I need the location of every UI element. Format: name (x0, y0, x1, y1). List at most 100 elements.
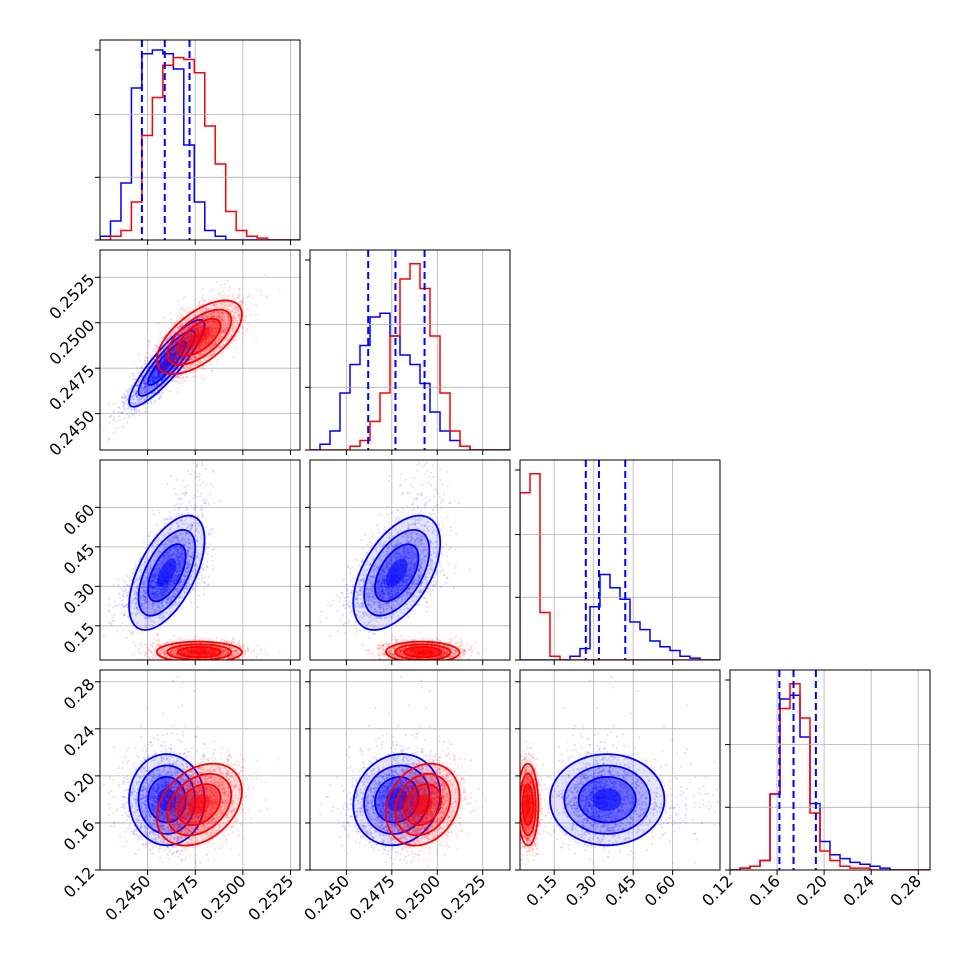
sample-point (205, 308, 208, 311)
sample-point (156, 388, 159, 391)
sample-point (131, 379, 134, 382)
sample-point (208, 298, 211, 301)
sample-point (181, 342, 184, 345)
sample-point (153, 376, 157, 379)
sample-point (188, 500, 191, 504)
sample-point (125, 636, 128, 639)
sample-point (170, 379, 174, 383)
sample-point (156, 376, 159, 379)
sample-point (182, 342, 185, 345)
sample-point (159, 333, 163, 336)
sample-point (166, 368, 169, 371)
sample-point (128, 375, 131, 378)
sample-point (187, 334, 191, 337)
sample-point (211, 326, 214, 329)
sample-point (144, 396, 148, 400)
sample-point (152, 347, 156, 350)
sample-point (203, 378, 206, 382)
sample-point (186, 507, 189, 510)
sample-point (108, 604, 111, 607)
y-tick-label: 0.2450 (45, 407, 98, 460)
sample-point (184, 327, 188, 330)
sample-point (125, 412, 129, 415)
sample-point (181, 346, 185, 349)
sample-point (215, 280, 218, 283)
sample-point (133, 408, 137, 411)
sample-point (149, 378, 152, 382)
sample-point (156, 322, 160, 325)
sample-point (188, 331, 191, 335)
sample-point (156, 374, 159, 377)
sample-point (160, 385, 163, 388)
sample-point (130, 402, 133, 405)
sample-point (166, 337, 169, 341)
sample-point (156, 378, 159, 381)
sample-point (148, 380, 152, 383)
sample-point (155, 367, 159, 370)
sample-point (203, 587, 206, 590)
sample-point (166, 518, 169, 521)
sample-point (189, 357, 192, 360)
sample-point (112, 418, 115, 421)
sample-point (159, 374, 162, 378)
sample-point (135, 396, 138, 399)
sample-point (186, 337, 189, 340)
sample-point (130, 384, 133, 387)
sample-point (158, 374, 161, 377)
sample-point (206, 325, 209, 329)
sample-point (153, 379, 156, 383)
sample-point (240, 302, 244, 305)
sample-point (239, 300, 243, 303)
sample-point (172, 343, 176, 346)
sample-point (173, 487, 176, 491)
sample-point (154, 376, 157, 379)
sample-point (125, 421, 128, 424)
sample-point (142, 363, 145, 366)
sample-point (140, 390, 143, 393)
sample-point (143, 390, 146, 393)
sample-point (182, 338, 185, 341)
sample-point (123, 397, 126, 400)
sample-point (203, 299, 206, 303)
sample-point (130, 408, 133, 412)
sample-point (219, 293, 222, 296)
sample-point (208, 290, 211, 293)
sample-point (135, 389, 138, 392)
sample-point (186, 339, 190, 342)
sample-point (180, 346, 183, 349)
sample-point (167, 367, 170, 371)
sample-point (164, 356, 167, 359)
sample-point (162, 517, 165, 520)
sample-point (156, 368, 159, 371)
sample-point (182, 344, 185, 347)
sample-point (138, 409, 141, 412)
sample-point (123, 392, 126, 395)
sample-point (121, 400, 124, 403)
sample-point (152, 380, 155, 383)
sample-point (179, 345, 182, 348)
sample-point (109, 414, 112, 417)
sample-point (244, 328, 247, 332)
sample-point (180, 349, 183, 352)
sample-point (123, 409, 126, 412)
sample-point (145, 384, 148, 388)
sample-point (156, 373, 159, 377)
sample-point (177, 300, 180, 303)
sample-point (197, 325, 201, 328)
sample-point (170, 317, 173, 321)
sample-point (238, 287, 241, 290)
sample-point (215, 359, 218, 362)
sample-point (122, 406, 125, 410)
sample-point (145, 377, 148, 380)
sample-point (140, 375, 144, 378)
sample-point (156, 382, 160, 386)
sample-point (157, 376, 160, 380)
sample-point (159, 374, 162, 378)
sample-point (187, 344, 190, 347)
sample-point (152, 392, 155, 395)
sample-point (123, 402, 126, 406)
sample-point (153, 378, 156, 382)
sample-point (126, 391, 130, 395)
sample-point (143, 385, 147, 389)
sample-point (122, 400, 125, 404)
